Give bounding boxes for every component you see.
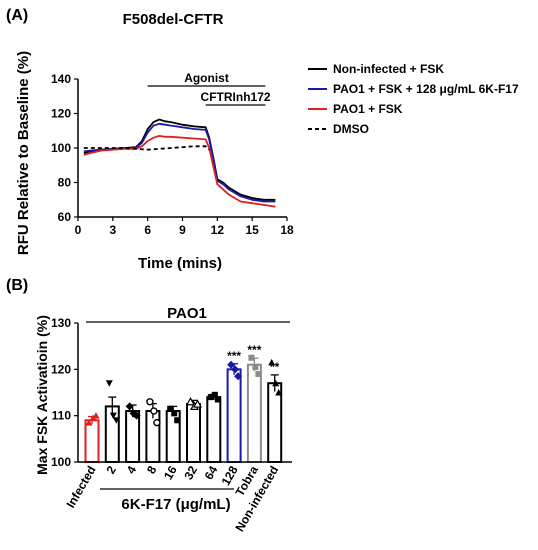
panel-b-bar <box>186 403 201 464</box>
panel-a-legend-label: Non-infected + FSK <box>333 62 444 76</box>
panel-b-data-point <box>252 364 259 371</box>
panel-b-bar <box>226 368 242 464</box>
panel-b-data-point <box>105 380 113 387</box>
panel-a-series-line <box>83 122 276 203</box>
panel-b-data-point <box>234 372 243 381</box>
panel-b-bar <box>206 396 222 463</box>
panel-b-data-point <box>272 379 280 387</box>
panel-b-label: (B) <box>6 277 28 294</box>
panel-b-category-label: 8 <box>144 463 160 476</box>
panel-a-series-line <box>83 134 276 208</box>
panel-b-y-tick-label: 110 <box>52 409 72 423</box>
panel-a-title: F508del-CFTR <box>123 11 224 28</box>
panel-a-series-line <box>83 118 276 201</box>
panel-b-data-point <box>167 405 174 412</box>
panel-a-legend-label: PAO1 + FSK <box>333 102 403 116</box>
panel-a-label: (A) <box>6 7 28 24</box>
panel-a-x-tick-label: 18 <box>280 223 294 237</box>
panel-b-data-point <box>275 389 283 396</box>
panel-b-significance: *** <box>247 343 261 357</box>
panel-b-data-point <box>150 407 158 415</box>
panel-b-data-point <box>89 414 97 421</box>
panel-a-x-tick-label: 9 <box>179 223 186 237</box>
panel-b-data-point <box>192 399 203 408</box>
panel-b-category-group-label: 6K-F17 (μg/mL) <box>121 496 230 513</box>
panel-a-x-tick-label: 3 <box>109 223 116 237</box>
panel-a-ylabel: RFU Relative to Baseline (%) <box>15 51 32 255</box>
panel-b-category-label: 2 <box>103 463 119 476</box>
panel-a-y-tick-label: 100 <box>51 141 71 155</box>
panel-a-treatment-label: Agonist <box>184 71 229 85</box>
panel-b-category-label: Infected <box>63 464 98 511</box>
panel-a-y-tick-label: 120 <box>51 107 71 121</box>
panel-a-treatment-label: CFTRInh172 <box>201 90 271 104</box>
panel-a-y-tick-label: 80 <box>58 176 72 190</box>
panel-a-x-tick-label: 15 <box>245 223 259 237</box>
panel-a-x-tick-label: 12 <box>211 223 225 237</box>
panel-b-data-point <box>231 365 240 374</box>
panel-a-y-tick-label: 140 <box>51 72 71 86</box>
panel-b-category-label: 16 <box>161 463 180 482</box>
panel-a-xlabel: Time (mins) <box>138 255 222 272</box>
panel-b-data-point <box>211 391 218 398</box>
panel-b-data-point <box>109 412 117 420</box>
panel-b-significance: *** <box>227 349 241 363</box>
panel-b-y-tick-label: 130 <box>51 316 71 330</box>
panel-b-data-point <box>171 410 178 417</box>
panel-b-data-point <box>174 417 181 424</box>
panel-b-data-point <box>207 394 214 401</box>
panel-b-y-tick-label: 100 <box>51 455 71 469</box>
panel-a-x-tick-label: 0 <box>75 223 82 237</box>
panel-a-plot: 60 80 100 120 140 0 3 6 9 12 15 18 Agonist CFTRInh172 <box>51 71 294 237</box>
panel-a-x-tick-label: 6 <box>144 223 151 237</box>
panel-b-data-point <box>85 419 93 426</box>
panel-a-legend: Non-infected + FSK PAO1 + FSK + 128 μg/mL… <box>308 62 519 136</box>
panel-a-y-tick-label: 60 <box>58 210 72 224</box>
panel-b-data-point <box>112 417 120 424</box>
panel-b-category-label: 4 <box>124 463 140 476</box>
panel-b-data-point <box>268 358 276 366</box>
panel-b-significance: ** <box>270 360 280 374</box>
panel-b-data-point <box>146 398 154 406</box>
panel-b-category-label: 32 <box>181 463 200 482</box>
panel-b-data-point <box>125 402 134 411</box>
panel-b-data-point <box>92 412 100 419</box>
panel-b-bar <box>246 363 262 464</box>
panel-b-data-point <box>185 397 196 406</box>
panel-b-bar <box>145 410 161 463</box>
panel-b-data-point <box>153 418 161 427</box>
panel-b-y-tick-label: 120 <box>51 362 71 376</box>
panel-b-data-point <box>227 360 236 369</box>
panel-b-data-point <box>248 354 255 361</box>
panel-b-ylabel: Max FSK Activatioin (%) <box>34 315 50 475</box>
panel-b-data-point <box>255 370 262 377</box>
panel-b-data-point <box>132 411 141 420</box>
panel-b-group-label: PAO1 <box>167 305 207 322</box>
panel-b-category-label: 64 <box>202 463 221 482</box>
panel-a-legend-label: PAO1 + FSK + 128 μg/mL 6K-F17 <box>333 82 519 96</box>
panel-a-series-line <box>83 145 210 151</box>
panel-a-legend-label: DMSO <box>333 122 369 136</box>
panel-b-data-point <box>214 396 221 403</box>
panel-b-bar <box>84 419 100 463</box>
